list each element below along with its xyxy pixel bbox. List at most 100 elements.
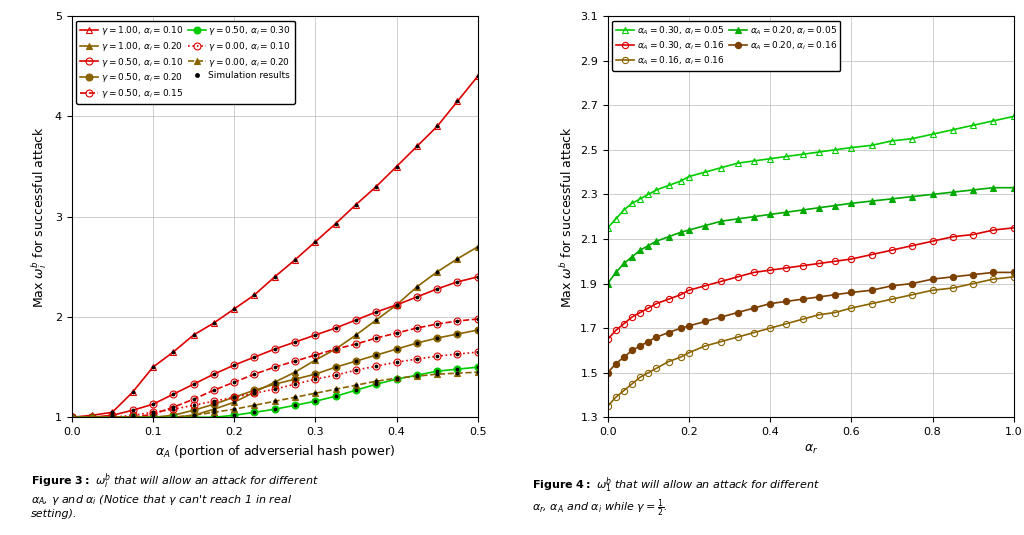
$\gamma = 1.00$, $\alpha_i = 0.10$ [370,184,382,190]
$\alpha_A = 0.30$, $\alpha_i = 0.16$ [609,327,622,334]
$\gamma = 0.50$, $\alpha_i = 0.15$ [208,387,220,393]
$\gamma = 0.00$, $\alpha_i = 0.10$ [411,356,423,362]
$\alpha_A = 0.16$, $\alpha_i = 0.16$ [650,365,663,371]
$\alpha_A = 0.20$, $\alpha_i = 0.16$ [675,325,687,331]
$\gamma = 1.00$, $\alpha_i = 0.10$ [228,306,241,312]
$\alpha_A = 0.16$, $\alpha_i = 0.16$ [764,325,776,331]
$\alpha_A = 0.20$, $\alpha_i = 0.05$ [987,185,999,191]
$\gamma = 0.50$, $\alpha_i = 0.10$ [146,401,159,408]
$\gamma = 1.00$, $\alpha_i = 0.10$ [411,143,423,150]
$\gamma = 0.00$, $\alpha_i = 0.10$ [472,349,484,355]
$\gamma = 0.50$, $\alpha_i = 0.20$ [248,387,260,393]
Line: $\alpha_A = 0.20$, $\alpha_i = 0.05$: $\alpha_A = 0.20$, $\alpha_i = 0.05$ [604,185,1017,287]
Legend: $\alpha_A = 0.30$, $\alpha_i = 0.05$, $\alpha_A = 0.30$, $\alpha_i = 0.16$, $\al: $\alpha_A = 0.30$, $\alpha_i = 0.05$, $\… [612,20,841,71]
$\alpha_A = 0.20$, $\alpha_i = 0.05$ [663,234,675,240]
$\alpha_A = 0.30$, $\alpha_i = 0.16$ [947,234,959,240]
$\alpha_A = 0.16$, $\alpha_i = 0.16$ [797,316,809,323]
$\gamma = 1.00$, $\alpha_i = 0.10$ [146,364,159,370]
$\alpha_A = 0.16$, $\alpha_i = 0.16$ [748,330,760,336]
$\gamma = 0.50$, $\alpha_i = 0.30$ [309,398,322,404]
$\gamma = 0.00$, $\alpha_i = 0.20$ [390,375,402,381]
$\gamma = 0.00$, $\alpha_i = 0.10$ [66,414,78,421]
$\gamma = 0.50$, $\alpha_i = 0.10$ [472,274,484,280]
$\gamma = 0.50$, $\alpha_i = 0.15$ [330,346,342,353]
$\alpha_A = 0.20$, $\alpha_i = 0.05$ [906,194,919,200]
$\gamma = 1.00$, $\alpha_i = 0.20$ [167,414,179,421]
$\alpha_A = 0.30$, $\alpha_i = 0.16$ [967,231,979,238]
Line: $\gamma = 0.00$, $\alpha_i = 0.20$: $\gamma = 0.00$, $\alpha_i = 0.20$ [69,369,481,421]
$\alpha_A = 0.30$, $\alpha_i = 0.16$ [617,320,630,327]
$\alpha_A = 0.30$, $\alpha_i = 0.16$ [780,265,793,271]
X-axis label: $\alpha_A$ (portion of adverserial hash power): $\alpha_A$ (portion of adverserial hash … [155,442,395,460]
$\gamma = 0.00$, $\alpha_i = 0.20$ [370,378,382,384]
$\gamma = 1.00$, $\alpha_i = 0.10$ [452,98,464,104]
$\gamma = 0.50$, $\alpha_i = 0.15$ [411,325,423,331]
Legend: $\gamma = 1.00$, $\alpha_i = 0.10$, $\gamma = 1.00$, $\alpha_i = 0.20$, $\gamma : $\gamma = 1.00$, $\alpha_i = 0.10$, $\ga… [76,20,295,104]
$\gamma = 0.50$, $\alpha_i = 0.15$ [167,404,179,410]
$\gamma = 1.00$, $\alpha_i = 0.10$ [390,163,402,170]
$\alpha_A = 0.16$, $\alpha_i = 0.16$ [617,387,630,394]
$\gamma = 1.00$, $\alpha_i = 0.10$ [248,292,260,298]
$\gamma = 0.00$, $\alpha_i = 0.10$ [167,406,179,412]
$\alpha_A = 0.16$, $\alpha_i = 0.16$ [601,403,613,409]
$\gamma = 0.50$, $\alpha_i = 0.10$ [309,332,322,338]
$\gamma = 0.00$, $\alpha_i = 0.10$ [268,386,281,393]
$\alpha_A = 0.30$, $\alpha_i = 0.16$ [906,242,919,249]
$\alpha_A = 0.16$, $\alpha_i = 0.16$ [1008,274,1020,280]
$\gamma = 0.00$, $\alpha_i = 0.20$ [472,369,484,376]
$\gamma = 1.00$, $\alpha_i = 0.10$ [106,409,119,416]
$\alpha_A = 0.20$, $\alpha_i = 0.16$ [748,305,760,311]
$\alpha_A = 0.20$, $\alpha_i = 0.16$ [699,318,712,325]
$\gamma = 1.00$, $\alpha_i = 0.20$ [350,332,362,338]
$\gamma = 1.00$, $\alpha_i = 0.10$ [86,412,98,418]
$\alpha_A = 0.20$, $\alpha_i = 0.16$ [886,282,898,289]
$\gamma = 0.50$, $\alpha_i = 0.15$ [309,352,322,358]
$\gamma = 0.50$, $\alpha_i = 0.15$ [472,316,484,322]
$\gamma = 0.50$, $\alpha_i = 0.15$ [350,341,362,347]
$\alpha_A = 0.16$, $\alpha_i = 0.16$ [906,292,919,298]
$\alpha_A = 0.20$, $\alpha_i = 0.05$ [813,204,825,211]
$\alpha_A = 0.30$, $\alpha_i = 0.16$ [829,258,842,264]
$\alpha_A = 0.30$, $\alpha_i = 0.05$ [642,191,654,197]
$\alpha_A = 0.16$, $\alpha_i = 0.16$ [967,280,979,287]
$\gamma = 0.00$, $\alpha_i = 0.10$ [86,414,98,421]
$\alpha_A = 0.30$, $\alpha_i = 0.16$ [927,238,939,244]
$\gamma = 1.00$, $\alpha_i = 0.20$ [66,414,78,421]
$\gamma = 1.00$, $\alpha_i = 0.10$ [330,220,342,227]
$\alpha_A = 0.30$, $\alpha_i = 0.16$ [731,274,743,280]
$\alpha_A = 0.16$, $\alpha_i = 0.16$ [813,311,825,318]
$\alpha_A = 0.20$, $\alpha_i = 0.16$ [829,292,842,298]
$\gamma = 0.50$, $\alpha_i = 0.10$ [106,412,119,418]
$\gamma = 1.00$, $\alpha_i = 0.20$ [248,389,260,395]
$\alpha_A = 0.20$, $\alpha_i = 0.16$ [626,347,638,354]
$\gamma = 0.50$, $\alpha_i = 0.10$ [330,325,342,331]
$\gamma = 1.00$, $\alpha_i = 0.20$ [452,256,464,262]
$\gamma = 1.00$, $\alpha_i = 0.20$ [330,346,342,353]
$\alpha_A = 0.16$, $\alpha_i = 0.16$ [987,276,999,282]
$\alpha_A = 0.30$, $\alpha_i = 0.16$ [715,278,727,285]
$\alpha_A = 0.16$, $\alpha_i = 0.16$ [947,285,959,291]
$\alpha_A = 0.16$, $\alpha_i = 0.16$ [886,296,898,302]
$\gamma = 1.00$, $\alpha_i = 0.10$ [126,389,138,395]
$\alpha_A = 0.30$, $\alpha_i = 0.05$ [626,200,638,207]
$\gamma = 0.00$, $\alpha_i = 0.20$ [431,371,443,377]
Text: $\bf{Figure\ 3:}$ $\omega_i^b$ that will allow an attack for different
$\alpha_A: $\bf{Figure\ 3:}$ $\omega_i^b$ that will… [31,472,318,519]
$\gamma = 0.00$, $\alpha_i = 0.20$ [452,370,464,377]
$\gamma = 0.00$, $\alpha_i = 0.10$ [309,376,322,383]
$\alpha_A = 0.30$, $\alpha_i = 0.16$ [797,263,809,269]
$\alpha_A = 0.30$, $\alpha_i = 0.16$ [650,301,663,307]
$\alpha_A = 0.20$, $\alpha_i = 0.05$ [731,216,743,222]
$\alpha_A = 0.16$, $\alpha_i = 0.16$ [780,320,793,327]
$\alpha_A = 0.30$, $\alpha_i = 0.05$ [683,173,695,180]
Y-axis label: Max $\omega_i^b$ for successful attack: Max $\omega_i^b$ for successful attack [30,126,49,308]
Text: $\bf{Figure\ 4:}$ $\omega_1^b$ that will allow an attack for different
$\alpha_r: $\bf{Figure\ 4:}$ $\omega_1^b$ that will… [532,475,820,519]
$\gamma = 0.00$, $\alpha_i = 0.20$ [350,382,362,388]
$\gamma = 0.50$, $\alpha_i = 0.20$ [106,414,119,421]
$\alpha_A = 0.30$, $\alpha_i = 0.05$ [764,156,776,162]
$\alpha_A = 0.20$, $\alpha_i = 0.05$ [927,191,939,197]
$\alpha_A = 0.16$, $\alpha_i = 0.16$ [731,334,743,340]
$\gamma = 0.50$, $\alpha_i = 0.30$ [126,414,138,421]
$\gamma = 0.00$, $\alpha_i = 0.10$ [248,390,260,396]
$\alpha_A = 0.16$, $\alpha_i = 0.16$ [927,287,939,293]
$\gamma = 0.50$, $\alpha_i = 0.20$ [431,335,443,341]
